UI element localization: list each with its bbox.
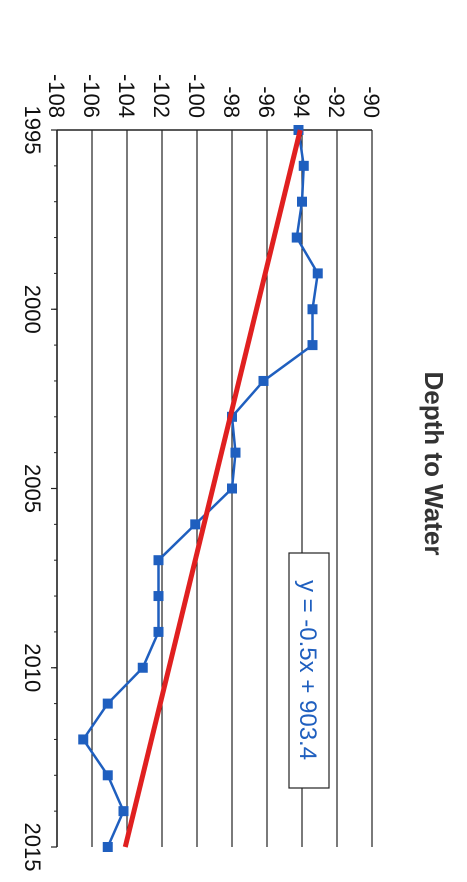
data-point	[153, 626, 164, 637]
data-point	[102, 770, 113, 781]
data-point	[137, 662, 148, 673]
data-point	[307, 340, 318, 351]
series-line	[81, 129, 320, 848]
x-tick-label: 2010	[20, 643, 45, 692]
data-point	[291, 232, 302, 243]
data-point	[153, 555, 164, 566]
x-tick-label: 2005	[20, 464, 45, 513]
equation-box	[288, 552, 330, 789]
data-point	[102, 698, 113, 709]
y-tick-label: -94	[289, 86, 314, 118]
x-axis-label: Year	[0, 459, 1, 514]
y-tick-label: -100	[184, 74, 209, 118]
trendline-equation: y = -0.5x + 903.4	[294, 580, 321, 760]
data-point	[297, 196, 307, 207]
data-point	[78, 734, 89, 745]
y-tick-label: -92	[324, 86, 349, 118]
data-point	[153, 591, 164, 602]
x-tick-label: 1995	[20, 106, 45, 155]
data-point	[118, 806, 129, 817]
data-point	[298, 160, 309, 171]
y-tick-label: -108	[44, 74, 69, 118]
data-point	[307, 304, 318, 315]
y-tick-label: -96	[254, 86, 279, 118]
data-point	[312, 268, 323, 279]
y-tick-label: -90	[359, 86, 384, 118]
y-tick-label: -106	[79, 74, 104, 118]
y-tick-label: -102	[149, 74, 174, 118]
chart-title: Depth to Water	[419, 372, 449, 556]
data-point	[258, 375, 269, 386]
data-point	[102, 842, 113, 852]
trendline	[122, 129, 303, 848]
data-point	[230, 447, 241, 458]
x-tick-label: 2015	[20, 823, 45, 872]
y-tick-label: -104	[114, 74, 139, 118]
data-point	[227, 483, 237, 494]
y-tick-label: -98	[219, 86, 244, 118]
data-point	[190, 519, 201, 530]
x-tick-label: 2000	[20, 285, 45, 334]
